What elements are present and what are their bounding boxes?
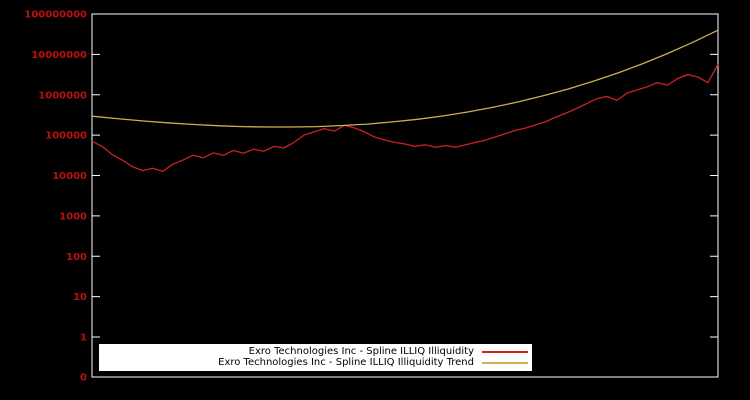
svg-text:10000: 10000 xyxy=(52,171,87,182)
legend-line-sample-trend xyxy=(482,361,528,364)
legend-label-trend: Exro Technologies Inc - Spline ILLIQ Ill… xyxy=(218,357,474,368)
svg-text:100: 100 xyxy=(66,252,87,263)
chart-legend: Exro Technologies Inc - Spline ILLIQ Ill… xyxy=(99,344,532,371)
legend-line-sample-illiquidity xyxy=(482,350,528,353)
svg-text:100000: 100000 xyxy=(45,131,87,142)
svg-text:0: 0 xyxy=(80,373,87,384)
svg-text:1000: 1000 xyxy=(59,211,87,222)
legend-label-illiquidity: Exro Technologies Inc - Spline ILLIQ Ill… xyxy=(248,346,474,357)
legend-item-illiquidity: Exro Technologies Inc - Spline ILLIQ Ill… xyxy=(103,346,528,357)
svg-text:10000000: 10000000 xyxy=(31,50,87,61)
legend-item-trend: Exro Technologies Inc - Spline ILLIQ Ill… xyxy=(103,357,528,368)
svg-text:10: 10 xyxy=(73,292,87,303)
svg-text:1: 1 xyxy=(80,333,87,344)
svg-text:100000000: 100000000 xyxy=(24,10,87,21)
svg-text:1000000: 1000000 xyxy=(38,90,87,101)
